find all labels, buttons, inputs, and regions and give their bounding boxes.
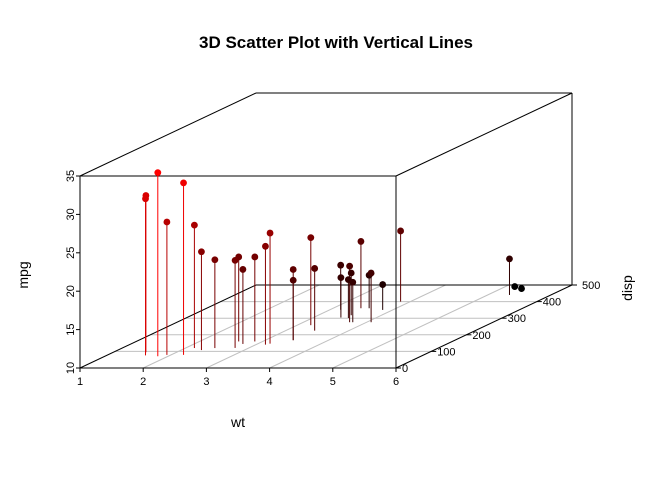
data-point	[142, 195, 149, 203]
axis-ticks: 1 2 3 4 5 6 10 15 20 25 30 35 0 100 200 300 400 500	[65, 170, 600, 388]
vertical-lines	[145, 172, 523, 357]
data-point	[337, 261, 345, 269]
grid-line-wt	[142, 284, 320, 369]
floor-grid	[115, 284, 537, 369]
data-point	[262, 242, 269, 250]
x-tick-label: 3	[203, 376, 209, 388]
data-point	[346, 262, 354, 270]
grid-line-wt	[269, 284, 446, 369]
z-tick-label: 35	[65, 170, 77, 182]
data-points	[142, 169, 525, 292]
z-tick-label: 15	[65, 323, 77, 335]
x-tick-label: 5	[330, 376, 336, 388]
z-tick-label: 10	[65, 362, 77, 374]
y-tick-label: 200	[472, 330, 490, 342]
data-point	[163, 218, 171, 226]
data-point	[397, 227, 405, 235]
x-tick-label: 1	[77, 376, 83, 388]
data-point	[349, 278, 357, 286]
data-point	[367, 269, 375, 277]
z-tick-label: 20	[65, 285, 77, 297]
data-point	[198, 248, 205, 256]
data-point	[211, 256, 219, 264]
data-point	[180, 179, 187, 187]
data-point	[251, 253, 259, 261]
data-point	[307, 234, 315, 242]
box-edge	[395, 92, 573, 177]
y-tick-label: 0	[402, 363, 408, 375]
data-point	[347, 269, 355, 277]
y-tick-label: 100	[437, 346, 455, 358]
z-tick-label: 25	[65, 247, 77, 259]
data-point	[379, 281, 387, 288]
box-edge	[395, 284, 573, 369]
data-point	[266, 229, 274, 237]
y-tick-label: 500	[582, 280, 600, 292]
y-tick-label: 300	[508, 313, 526, 325]
x-tick-label: 2	[140, 376, 146, 388]
x-tick-label: 6	[393, 376, 399, 388]
x-axis-label: wt	[230, 414, 245, 430]
chart-title: 3D Scatter Plot with Vertical Lines	[199, 33, 473, 52]
data-point	[289, 266, 297, 273]
data-point	[506, 255, 513, 263]
data-point	[289, 276, 297, 284]
y-tick-label: 400	[543, 297, 561, 309]
data-point	[311, 265, 319, 272]
data-point	[190, 221, 198, 229]
data-point	[231, 256, 239, 264]
z-tick-label: 30	[65, 208, 77, 220]
plot-box	[79, 92, 573, 369]
data-point	[154, 169, 162, 177]
grid-line-wt	[332, 284, 510, 369]
z-axis-label: mpg	[15, 261, 31, 288]
box-edge	[79, 92, 257, 177]
grid-line-wt	[206, 284, 383, 369]
data-point	[357, 238, 365, 245]
x-tick-label: 4	[267, 376, 273, 388]
data-point	[239, 266, 247, 273]
data-point	[518, 285, 525, 292]
box-edge	[79, 284, 257, 369]
y-axis-label: disp	[619, 275, 635, 301]
data-point	[337, 274, 345, 281]
data-point	[511, 283, 519, 290]
